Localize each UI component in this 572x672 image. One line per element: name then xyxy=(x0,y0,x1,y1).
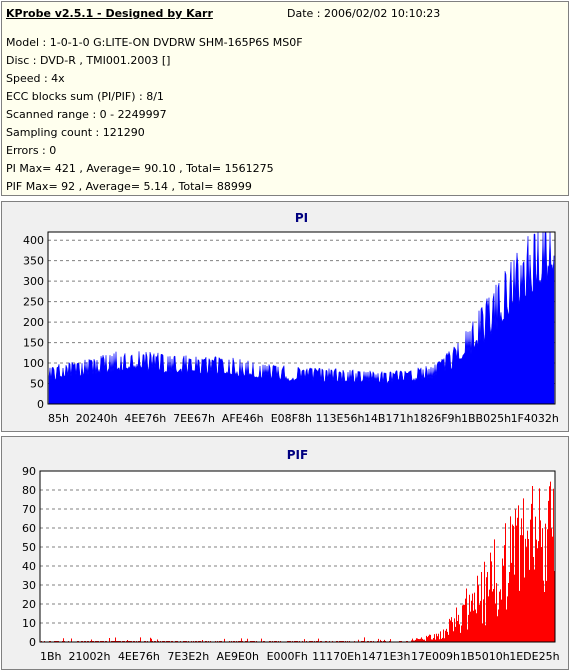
y-tick-label: 30 xyxy=(22,579,36,592)
x-tick-label: 1EDE25h xyxy=(509,650,559,663)
x-tick-label: 14B171h xyxy=(364,412,414,425)
x-tick-label: 1F4032h xyxy=(511,412,559,425)
x-tick-label: 17E009h xyxy=(411,650,460,663)
chart-title: PIF xyxy=(287,448,308,462)
x-tick-label: AFE46h xyxy=(222,412,264,425)
plot-border xyxy=(47,231,556,405)
y-tick-label: 250 xyxy=(23,296,44,309)
y-tick-label: 80 xyxy=(22,484,36,497)
y-tick-label: 10 xyxy=(22,617,36,630)
x-tick-label: 11170Eh xyxy=(312,650,361,663)
y-tick-label: 300 xyxy=(23,275,44,288)
info-sampling-count: Sampling count : 121290 xyxy=(6,126,145,139)
x-tick-label: E000Fh xyxy=(267,650,308,663)
y-tick-label: 200 xyxy=(23,316,44,329)
info-panel: KProbe v2.5.1 - Designed by Karr Date : … xyxy=(1,1,569,196)
y-tick-label: 20 xyxy=(22,598,36,611)
pi-area xyxy=(48,231,555,405)
plot-border xyxy=(39,470,556,643)
x-tick-label: 1BB025h xyxy=(461,412,511,425)
pif-chart-panel: PIF 0 10 20 30 40 50 60 70 80 90 1Bh 21002h 4EE76h 7E3… xyxy=(1,436,569,670)
x-tick-label: 113E56h xyxy=(316,412,365,425)
y-tick-label: 400 xyxy=(23,234,44,247)
x-tick-label: 20240h xyxy=(76,412,118,425)
x-tick-label: 7EE67h xyxy=(173,412,215,425)
scan-date: Date : 2006/02/02 10:10:23 xyxy=(287,7,441,20)
info-model: Model : 1-0-1-0 G:LITE-ON DVDRW SHM-165P… xyxy=(6,36,303,49)
pi-chart-panel: PI 0 50 100 150 200 250 300 350 400 85h 20240h 4EE76… xyxy=(1,201,569,432)
info-errors: Errors : 0 xyxy=(6,144,57,157)
y-tick-label: 50 xyxy=(30,378,44,391)
y-tick-label: 50 xyxy=(22,541,36,554)
x-tick-label: 1826F9h xyxy=(413,412,461,425)
y-tick-label: 90 xyxy=(22,465,36,478)
x-tick-label: 85h xyxy=(48,412,69,425)
y-tick-label: 40 xyxy=(22,560,36,573)
info-ecc-blocks: ECC blocks sum (PI/PIF) : 8/1 xyxy=(6,90,164,103)
y-tick-label: 350 xyxy=(23,255,44,268)
y-tick-label: 150 xyxy=(23,337,44,350)
scan-info-lines: Model : 1-0-1-0 G:LITE-ON DVDRW SHM-165P… xyxy=(6,34,303,196)
x-tick-label: 4EE76h xyxy=(118,650,160,663)
info-speed: Speed : 4x xyxy=(6,72,65,85)
y-tick-label: 60 xyxy=(22,522,36,535)
y-tick-label: 0 xyxy=(29,636,36,649)
x-tick-label: 21002h xyxy=(68,650,110,663)
data-series xyxy=(48,231,555,405)
pif-chart: PIF 0 10 20 30 40 50 60 70 80 90 1Bh 21002h 4EE76h 7E3… xyxy=(22,448,560,663)
info-pif-stats: PIF Max= 92 , Average= 5.14 , Total= 889… xyxy=(6,180,252,193)
x-tick-label: 1Bh xyxy=(40,650,62,663)
x-tick-label: 1B5010h xyxy=(460,650,510,663)
y-tick-label: 0 xyxy=(37,398,44,411)
x-tick-label: 7E3E2h xyxy=(167,650,209,663)
x-tick-label: 4EE76h xyxy=(124,412,166,425)
y-tick-label: 100 xyxy=(23,357,44,370)
info-disc: Disc : DVD-R , TMI001.2003 [] xyxy=(6,54,171,67)
x-tick-label: 1471E3h xyxy=(362,650,411,663)
chart-title: PI xyxy=(295,211,308,225)
info-pi-stats: PI Max= 421 , Average= 90.10 , Total= 15… xyxy=(6,162,274,175)
info-scanned-range: Scanned range : 0 - 2249997 xyxy=(6,108,167,121)
pi-chart: PI 0 50 100 150 200 250 300 350 400 85h 20240h 4EE76… xyxy=(23,211,559,425)
x-tick-label: AE9E0h xyxy=(217,650,259,663)
app-title: KProbe v2.5.1 - Designed by Karr xyxy=(6,7,213,20)
x-tick-label: E08F8h xyxy=(271,412,312,425)
y-tick-label: 70 xyxy=(22,503,36,516)
